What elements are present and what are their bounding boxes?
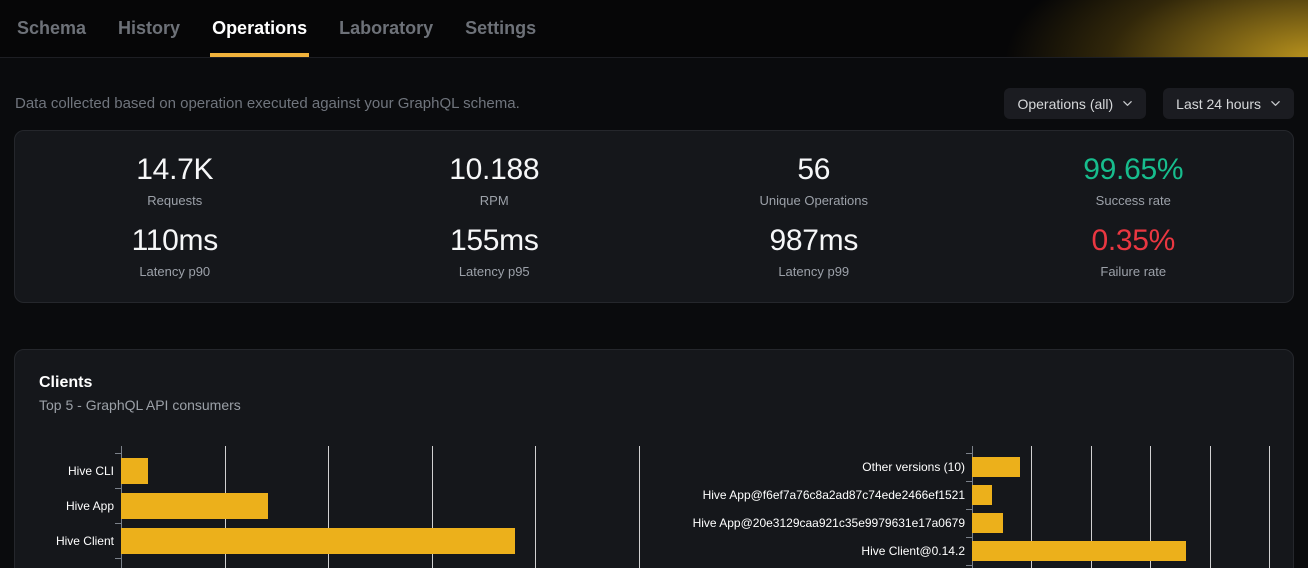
- bar[interactable]: [121, 457, 149, 484]
- category-label: Hive App@20e3129caa921c35e9979631e17a067…: [692, 516, 965, 530]
- stat-success-rate: 99.65% Success rate: [974, 152, 1294, 208]
- stat-rpm: 10.188 RPM: [335, 152, 655, 208]
- stat-label: Success rate: [1095, 193, 1171, 208]
- axis-tick: [115, 453, 121, 454]
- tab-settings[interactable]: Settings: [465, 18, 537, 38]
- bar-row: [121, 523, 639, 558]
- axis-tick: [966, 481, 972, 482]
- axis-tick: [115, 558, 121, 559]
- plot-area: [966, 446, 1270, 568]
- stat-label: RPM: [479, 193, 509, 208]
- filter-dropdowns: Operations (all) Last 24 hours: [1004, 88, 1294, 119]
- gridline: [1209, 446, 1211, 568]
- stat-unique-operations: 56 Unique Operations: [654, 152, 974, 208]
- clients-card-title: Clients: [39, 374, 93, 391]
- operations-filter-dropdown[interactable]: Operations (all): [1004, 88, 1147, 119]
- bar-row: [972, 453, 1269, 481]
- stat-latency-p95: 155ms Latency p95: [335, 223, 655, 279]
- y-axis-line: [972, 446, 973, 568]
- gridline: [1269, 446, 1270, 568]
- stat-requests: 14.7K Requests: [15, 152, 335, 208]
- bar-row: [972, 537, 1269, 565]
- bar[interactable]: [121, 527, 516, 554]
- bar[interactable]: [972, 485, 992, 505]
- gridline: [328, 446, 330, 568]
- clients-card: Clients Top 5 - GraphQL API consumers Hi…: [14, 349, 1294, 568]
- category-label: Hive App@f6ef7a76c8a2ad87c74ede2466ef152…: [702, 488, 965, 502]
- stat-label: Requests: [147, 193, 203, 208]
- time-range-dropdown[interactable]: Last 24 hours: [1163, 88, 1294, 119]
- tab-laboratory[interactable]: Laboratory: [339, 18, 434, 38]
- chevron-down-icon: [1271, 101, 1280, 106]
- stat-failure-rate: 0.35% Failure rate: [974, 223, 1294, 279]
- gridline: [431, 446, 433, 568]
- stat-value: 0.35%: [1091, 224, 1176, 257]
- stat-value: 56: [797, 153, 831, 186]
- clients-by-version-bar-chart: Other versions (10) Hive App@f6ef7a76c8a2…: [655, 446, 1270, 568]
- clients-by-name-bar-chart: Hive CLI Hive App Hive Client: [39, 446, 640, 568]
- category-label: Hive App: [65, 498, 114, 513]
- stat-value: 155ms: [449, 224, 539, 257]
- bar[interactable]: [972, 457, 1020, 477]
- gridline: [1031, 446, 1033, 568]
- bar-row: [972, 509, 1269, 537]
- page-description: Data collected based on operation execut…: [15, 95, 520, 112]
- tab-operations[interactable]: Operations: [210, 0, 310, 57]
- top-navigation: Schema History Operations Laboratory Set…: [0, 0, 1308, 58]
- gridline: [1150, 446, 1152, 568]
- stat-value: 987ms: [769, 224, 859, 257]
- time-range-value: Last 24 hours: [1176, 95, 1261, 112]
- tab-history[interactable]: History: [118, 18, 181, 38]
- category-label: Hive CLI: [67, 463, 114, 478]
- stat-value: 110ms: [131, 224, 219, 257]
- toolbar: Data collected based on operation execut…: [14, 88, 1294, 119]
- stats-summary-card: 14.7K Requests 10.188 RPM 56 Unique Oper…: [14, 130, 1294, 303]
- stat-value: 10.188: [449, 153, 540, 186]
- bar-row: [121, 488, 639, 523]
- stat-label: Latency p90: [139, 264, 211, 279]
- category-label: Hive Client: [55, 533, 114, 548]
- stat-label: Failure rate: [1100, 264, 1167, 279]
- y-axis-labels: Other versions (10) Hive App@f6ef7a76c8a2…: [655, 453, 972, 565]
- clients-charts-row: Hive CLI Hive App Hive Client Other versio…: [39, 446, 1270, 568]
- bar[interactable]: [972, 541, 1187, 561]
- stat-value: 99.65%: [1083, 153, 1184, 186]
- chevron-down-icon: [1123, 101, 1132, 106]
- axis-tick: [966, 537, 972, 538]
- axis-tick: [115, 523, 121, 524]
- bar-row: [972, 481, 1269, 509]
- stat-label: Latency p95: [458, 264, 530, 279]
- main-content: Data collected based on operation execut…: [0, 88, 1308, 568]
- bar-row: [121, 453, 639, 488]
- axis-tick: [966, 565, 972, 566]
- category-label: Other versions (10): [862, 460, 965, 474]
- header-gold-glow: [848, 0, 1308, 57]
- y-axis-labels: Hive CLI Hive App Hive Client: [39, 453, 121, 565]
- operations-filter-value: Operations (all): [1017, 95, 1114, 112]
- bar[interactable]: [972, 513, 1003, 533]
- category-label: Hive Client@0.14.2: [861, 544, 965, 558]
- gridline: [639, 446, 640, 568]
- stat-latency-p99: 987ms Latency p99: [654, 223, 974, 279]
- bar[interactable]: [121, 492, 268, 519]
- axis-tick: [115, 488, 121, 489]
- stat-label: Latency p99: [778, 264, 850, 279]
- plot-area: [115, 446, 640, 568]
- tab-schema[interactable]: Schema: [17, 18, 87, 38]
- nav-tabs: Schema History Operations Laboratory Set…: [15, 0, 538, 57]
- stat-value: 14.7K: [136, 153, 214, 186]
- gridline: [535, 446, 537, 568]
- gridline: [1090, 446, 1092, 568]
- axis-tick: [966, 453, 972, 454]
- axis-tick: [966, 509, 972, 510]
- stat-label: Unique Operations: [759, 193, 868, 208]
- clients-card-subtitle: Top 5 - GraphQL API consumers: [39, 397, 241, 413]
- stat-latency-p90: 110ms Latency p90: [15, 223, 335, 279]
